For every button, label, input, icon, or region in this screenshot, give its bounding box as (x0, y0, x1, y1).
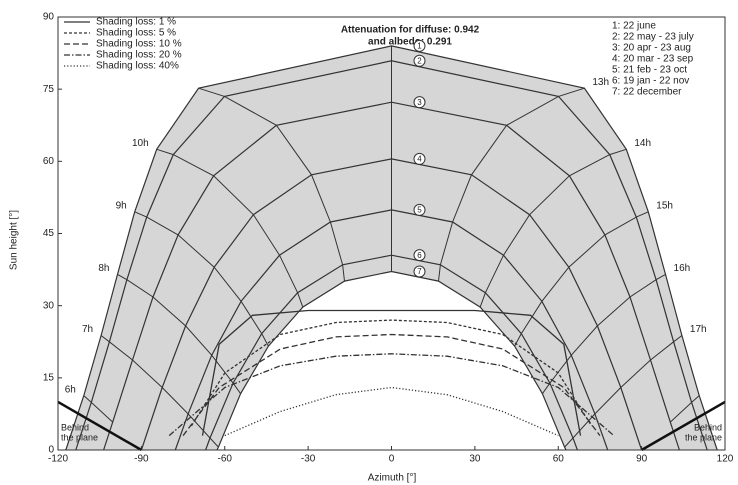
y-tick-label: 0 (48, 445, 54, 456)
date-marker-label: 1 (417, 41, 422, 50)
x-tick-label: -60 (218, 454, 233, 465)
legend-label: 2: 22 may - 23 july (612, 32, 694, 43)
sun-path (140, 158, 643, 451)
x-tick-label: 120 (717, 454, 734, 465)
hour-label: 15h (656, 200, 673, 211)
sun-path (174, 209, 609, 451)
plot-frame (57, 16, 726, 451)
shading-line (224, 386, 559, 437)
x-tick-label: 90 (636, 454, 648, 465)
sun-path (216, 270, 567, 451)
clear-area (217, 271, 566, 450)
hour-label: 9h (116, 200, 127, 211)
date-marker-label: 6 (417, 251, 422, 260)
y-tick-label: 45 (43, 228, 55, 239)
x-axis-label: Azimuth [°] (368, 473, 417, 484)
legend-label: 6: 19 jan - 22 nov (612, 76, 689, 87)
plane-label: Behind (61, 422, 89, 432)
date-marker (413, 96, 426, 109)
sun-path (103, 101, 680, 451)
date-marker-label: 2 (417, 56, 422, 65)
date-marker (413, 203, 426, 216)
plane-label: Behind (694, 422, 722, 432)
shading-line (168, 353, 615, 437)
date-marker-label: 4 (417, 155, 422, 164)
hour-label: 17h (690, 324, 707, 335)
annotation: Attenuation for diffuse: 0.942 (341, 25, 480, 36)
x-tick-label: 0 (389, 454, 395, 465)
x-tick-label: -30 (301, 454, 316, 465)
date-marker (413, 249, 426, 262)
y-tick-label: 90 (43, 12, 55, 23)
legend-label: 3: 20 apr - 23 aug (612, 43, 691, 54)
date-marker (413, 265, 426, 278)
plane-label: the plane (61, 432, 98, 442)
x-tick-label: 60 (553, 454, 565, 465)
hour-label: 14h (634, 138, 651, 149)
legend-label: 7: 22 december (612, 87, 682, 98)
plane-line (57, 400, 143, 452)
hour-label: 8h (98, 263, 109, 274)
sun-path (75, 60, 708, 451)
legend-label: 4: 20 mar - 23 sep (612, 54, 694, 65)
y-tick-label: 60 (43, 156, 55, 167)
shading-line (190, 319, 593, 427)
hour-label: 13h (592, 77, 609, 88)
hour-label: 10h (132, 138, 149, 149)
date-marker-label: 7 (417, 267, 422, 276)
legend-label: Shading loss: 10 % (96, 39, 182, 50)
legend-label: Shading loss: 5 % (96, 28, 176, 39)
hour-label: 16h (674, 263, 691, 274)
legend-label: 1: 22 june (612, 21, 656, 32)
x-tick-label: -120 (48, 454, 68, 465)
x-tick-label: -90 (134, 454, 149, 465)
date-marker-label: 3 (417, 98, 422, 107)
y-tick-label: 15 (43, 372, 55, 383)
legend-label: Shading loss: 20 % (96, 50, 182, 61)
sun-path (205, 254, 578, 451)
y-tick-label: 30 (43, 300, 55, 311)
shading-line (182, 333, 601, 436)
hour-label: 7h (82, 324, 93, 335)
plane-line (640, 400, 726, 452)
legend-label: 5: 21 feb - 23 oct (612, 65, 687, 76)
y-axis-label: Sun height [°] (9, 210, 20, 270)
x-tick-label: 30 (469, 454, 481, 465)
plane-label: the plane (685, 432, 722, 442)
y-tick-label: 75 (43, 84, 55, 95)
sun-path (65, 45, 718, 451)
date-marker (413, 54, 426, 67)
date-marker-label: 5 (417, 206, 422, 215)
date-marker (413, 39, 426, 52)
shading-line (201, 309, 582, 436)
legend-label: Shading loss: 40% (96, 61, 179, 72)
annotation: and albedo: 0.291 (368, 37, 452, 48)
legend-label: Shading loss: 1 % (96, 17, 176, 28)
date-marker (413, 152, 426, 165)
hour-label: 6h (65, 384, 76, 395)
